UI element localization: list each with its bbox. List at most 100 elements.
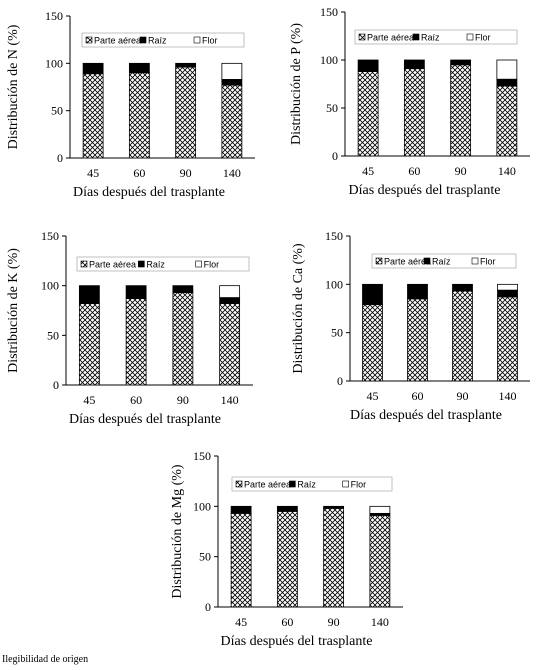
- legend-parte-aerea-swatch: [80, 260, 88, 268]
- legend-parte-aerea: Parte aérea: [384, 257, 431, 267]
- legend-flor: Flor: [204, 260, 220, 270]
- legend-flor: Flor: [202, 36, 218, 46]
- x-tick-label: 45: [83, 393, 95, 407]
- legend-flor-swatch: [342, 480, 349, 488]
- bar-segment-flor-140: [496, 59, 518, 80]
- x-axis-label: Días después del trasplante: [350, 408, 502, 423]
- legend-flor: Flor: [475, 33, 491, 43]
- x-tick-label: 140: [499, 389, 517, 403]
- bar-segment-parte-a-rea-90: [450, 64, 472, 157]
- bar-segment-ra-z-45: [78, 285, 100, 304]
- legend-box: [76, 256, 250, 272]
- chart-panel-4: 0 50 100 150 45 60 90 140 Días después del trasp…: [291, 229, 530, 423]
- y-tick-label: 150: [193, 449, 211, 463]
- x-tick-label: 60: [412, 389, 424, 403]
- legend-raiz-swatch: [289, 480, 296, 488]
- legend-box: [371, 253, 517, 269]
- bar-segment-parte-a-rea-140: [219, 303, 241, 386]
- x-tick-label: 90: [455, 164, 467, 178]
- legend-raiz-swatch: [423, 257, 431, 265]
- legend-flor-swatch: [193, 36, 201, 44]
- x-tick-label: 140: [221, 393, 239, 407]
- bar-segment-parte-a-rea-45: [362, 304, 383, 382]
- bar-segment-parte-a-rea-60: [403, 68, 425, 157]
- y-tick-label: 0: [53, 378, 59, 392]
- bar-segment-ra-z-90: [450, 59, 472, 66]
- x-tick-label: 45: [87, 166, 99, 180]
- legend-parte-aerea-swatch: [235, 480, 243, 488]
- bar-segment-flor-140: [221, 62, 243, 80]
- legend-raiz-swatch: [412, 33, 420, 41]
- x-tick-label: 60: [133, 166, 145, 180]
- footer-note: Ilegibilidad de origen: [2, 654, 89, 665]
- y-tick-label: 50: [326, 101, 338, 115]
- bar-segment-ra-z-45: [357, 59, 379, 72]
- bar-segment-flor-140: [219, 285, 241, 298]
- x-tick-label: 140: [498, 164, 516, 178]
- x-axis-label: Días después del trasplante: [73, 185, 225, 200]
- bar-segment-ra-z-45: [82, 62, 104, 75]
- bar-segment-ra-z-45: [362, 283, 383, 306]
- bar-segment-parte-a-rea-45: [82, 73, 104, 159]
- legend-flor: Flor: [351, 480, 367, 490]
- bar-segment-flor-140: [369, 505, 391, 514]
- bar-segment-parte-a-rea-140: [497, 296, 518, 382]
- y-tick-label: 100: [41, 279, 59, 293]
- y-axis-label: Distribución de P (%): [289, 23, 304, 145]
- legend-raiz: Raíz: [432, 257, 451, 267]
- y-tick-label: 50: [47, 328, 59, 342]
- bar-segment-ra-z-60: [125, 285, 147, 299]
- y-tick-label: 0: [57, 151, 63, 165]
- bar-segment-ra-z-60: [128, 62, 150, 74]
- y-tick-label: 50: [331, 326, 343, 340]
- legend-raiz-swatch: [138, 260, 145, 268]
- x-tick-label: 140: [371, 615, 389, 629]
- y-tick-label: 100: [320, 53, 338, 67]
- y-tick-label: 100: [193, 499, 211, 513]
- legend-parte-aerea: Parte aérea: [89, 260, 136, 270]
- y-tick-label: 100: [325, 277, 343, 291]
- legend-flor: Flor: [480, 257, 496, 267]
- bar-segment-flor-140: [497, 283, 518, 291]
- bar-segment-ra-z-140: [219, 297, 241, 304]
- bar-segment-ra-z-90: [172, 285, 194, 294]
- bar-segment-ra-z-140: [221, 79, 243, 86]
- y-axis-label: Distribución de K (%): [6, 248, 21, 373]
- bar-segment-ra-z-60: [276, 505, 298, 512]
- legend-parte-aerea-swatch: [85, 36, 93, 44]
- legend-box: [354, 29, 518, 45]
- bar-segment-parte-a-rea-45: [78, 303, 100, 386]
- legend-flor-swatch: [471, 257, 479, 265]
- legend-raiz-swatch: [139, 36, 147, 44]
- bar-segment-parte-a-rea-90: [175, 66, 197, 159]
- x-tick-label: 60: [130, 393, 142, 407]
- x-axis-label: Días después del trasplante: [348, 183, 500, 198]
- legend-parte-aerea: Parte aérea: [94, 36, 141, 46]
- legend-box: [231, 476, 393, 492]
- x-tick-label: 45: [362, 164, 374, 178]
- y-tick-label: 150: [320, 5, 338, 19]
- bar-segment-parte-a-rea-140: [369, 514, 391, 608]
- legend-flor-swatch: [195, 260, 202, 268]
- y-tick-label: 0: [332, 149, 338, 163]
- legend-raiz: Raíz: [297, 480, 316, 490]
- bar-segment-ra-z-60: [403, 59, 425, 70]
- x-tick-label: 140: [223, 166, 241, 180]
- y-tick-label: 100: [45, 56, 63, 70]
- chart-panel-1: 0 50 100 150 45 60 90 140 Días después del trasp…: [6, 9, 255, 200]
- x-tick-label: 90: [180, 166, 192, 180]
- x-tick-label: 45: [235, 615, 247, 629]
- legend-parte-aerea-swatch: [358, 33, 366, 41]
- y-axis-label: Distribución de Mg (%): [170, 464, 185, 598]
- x-tick-label: 90: [457, 389, 469, 403]
- x-tick-label: 60: [281, 615, 293, 629]
- bar-segment-parte-a-rea-60: [125, 298, 147, 386]
- bar-segment-ra-z-60: [407, 283, 428, 300]
- x-tick-label: 45: [367, 389, 379, 403]
- y-tick-label: 50: [199, 550, 211, 564]
- bar-segment-ra-z-45: [230, 505, 252, 514]
- bar-segment-parte-a-rea-45: [357, 71, 379, 157]
- bar-segment-ra-z-90: [175, 62, 197, 68]
- y-axis-label: Distribución de N (%): [6, 24, 21, 149]
